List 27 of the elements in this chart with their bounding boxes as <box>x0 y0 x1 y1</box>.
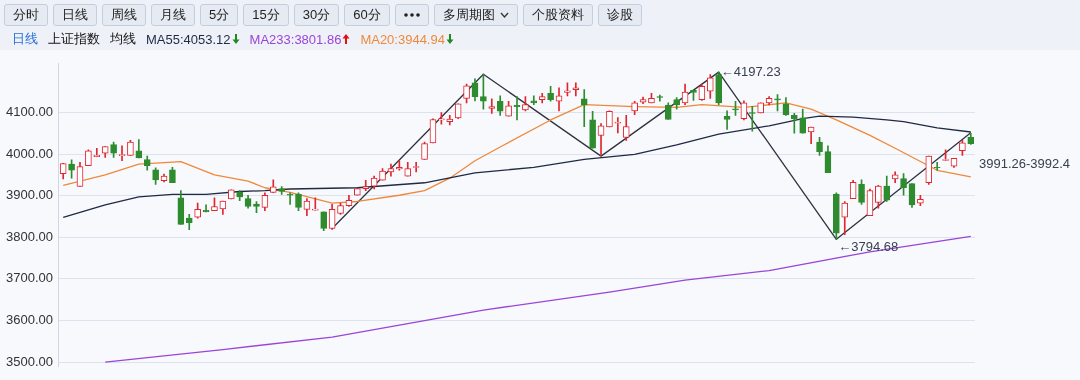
y-tick-label: 3600.00 <box>5 312 53 328</box>
text: 多周期图 <box>442 6 495 24</box>
text: 3991.26-3992.4 <box>979 155 1071 171</box>
text: 月线 <box>160 6 186 24</box>
annotation: ←4197.23 <box>720 63 781 79</box>
text: 诊股 <box>606 6 633 24</box>
text: 5分 <box>209 6 230 24</box>
legend-title: 均线 <box>110 30 136 48</box>
text: MA55:4053.12 <box>146 31 231 47</box>
y-tick-label: 3500.00 <box>5 353 53 369</box>
y-tick-label: 3700.00 <box>5 270 53 286</box>
text: 60分 <box>353 6 381 24</box>
y-tick-label: 3800.00 <box>5 228 53 244</box>
text: 30分 <box>302 6 331 24</box>
y-tick-label: 3900.00 <box>5 187 53 203</box>
text: 15分 <box>252 6 280 24</box>
text: MA20:3944.94 <box>360 31 445 47</box>
chart-subtitle: 日线 <box>12 30 38 48</box>
chart-title: 上证指数 <box>48 30 100 48</box>
annotation: ←3794.68 <box>838 239 899 255</box>
y-tick-label: 4100.00 <box>5 104 53 120</box>
text: MA233:3801.86 <box>249 31 342 47</box>
text: 周线 <box>111 6 137 24</box>
text: 分时 <box>13 6 39 24</box>
text: 日线 <box>62 6 88 24</box>
y-tick-label: 4000.00 <box>5 145 53 161</box>
text: 个股资料 <box>531 6 584 24</box>
